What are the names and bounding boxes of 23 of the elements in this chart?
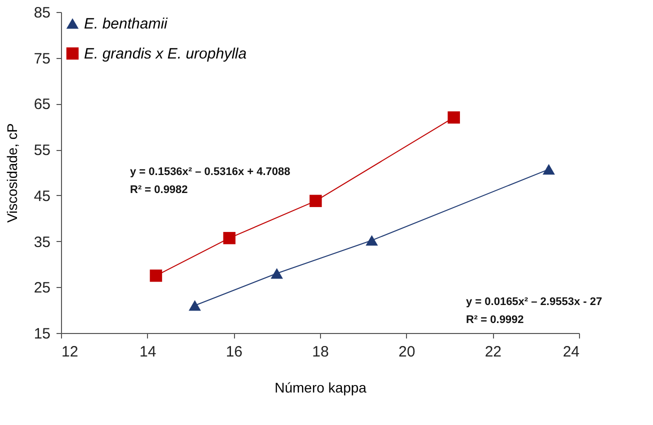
x-tick-label: 16 [226, 344, 243, 360]
x-tick-label: 18 [312, 344, 329, 360]
annotation: y = 0.1536x² – 0.5316x + 4.7088 [130, 166, 290, 178]
y-tick-label: 75 [34, 50, 50, 68]
y-tick-label: 25 [34, 280, 50, 297]
y-tick-label: 45 [34, 188, 50, 205]
x-tick-label: 24 [562, 344, 580, 360]
annotation: y = 0.0165x² – 2.9553x - 27 [466, 296, 602, 308]
x-tick-label: 20 [398, 344, 416, 360]
y-tick-label: 65 [34, 96, 50, 114]
x-tick-label: 14 [139, 344, 156, 360]
annotation: R² = 0.9982 [130, 184, 188, 196]
x-tick-label: 22 [484, 344, 502, 360]
annotation: R² = 0.9992 [466, 314, 524, 326]
legend-label: E. benthamii [84, 16, 168, 32]
y-axis-title: Viscosidade, cP [4, 123, 20, 223]
x-axis-title: Número kappa [274, 380, 367, 396]
y-tick-label: 55 [34, 142, 50, 160]
x-tick-label: 12 [62, 344, 78, 360]
legend-label: E. grandis x E. urophylla [84, 46, 247, 62]
y-tick-label: 15 [34, 326, 50, 342]
y-tick-label: 35 [34, 234, 50, 251]
y-tick-label: 85 [34, 4, 50, 22]
